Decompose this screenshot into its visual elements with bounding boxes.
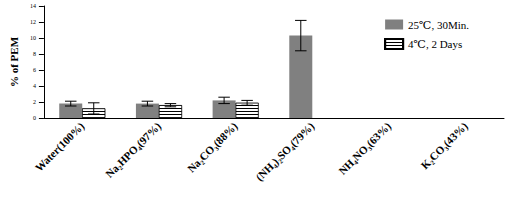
svg-text:6: 6 [33, 67, 36, 73]
svg-text:2: 2 [33, 99, 36, 105]
svg-text:25℃, 30Min.: 25℃, 30Min. [408, 19, 469, 31]
svg-text:(NH₄)₂SO₄(79%): (NH₄)₂SO₄(79%) [253, 120, 317, 184]
svg-text:K₂CO₃(43%): K₂CO₃(43%) [418, 120, 470, 172]
svg-text:Na₂HPO₄(97%): Na₂HPO₄(97%) [103, 120, 164, 181]
svg-text:NH₄NO₃(63%): NH₄NO₃(63%) [336, 120, 394, 178]
svg-text:4: 4 [33, 83, 36, 89]
svg-text:10: 10 [30, 35, 36, 41]
svg-text:% of PEM: % of PEM [8, 36, 20, 87]
svg-text:4℃, 2 Days: 4℃, 2 Days [408, 38, 462, 50]
svg-text:8: 8 [33, 51, 36, 57]
svg-text:14: 14 [30, 3, 36, 9]
svg-text:0: 0 [33, 115, 36, 121]
svg-text:Na₂CO₃(88%): Na₂CO₃(88%) [185, 120, 241, 176]
svg-text:Water(100%): Water(100%) [33, 120, 88, 175]
svg-text:12: 12 [30, 19, 36, 25]
